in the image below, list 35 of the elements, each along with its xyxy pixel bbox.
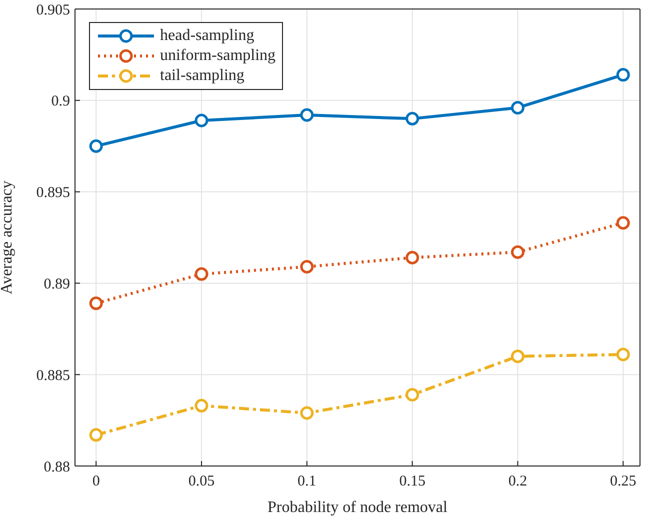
point	[616, 348, 630, 362]
point	[194, 398, 208, 412]
x-tick-label: 0.25	[610, 474, 636, 490]
legend-label: head-sampling	[160, 26, 254, 46]
point	[406, 250, 420, 264]
x-tick-label: 0.15	[399, 474, 426, 490]
point	[510, 100, 524, 114]
point	[300, 260, 314, 274]
point	[194, 267, 208, 281]
point	[89, 139, 103, 153]
point	[616, 216, 630, 230]
y-tick-label: 0.9	[51, 94, 70, 110]
point	[406, 112, 420, 126]
point	[616, 68, 630, 82]
point	[300, 108, 314, 122]
legend-label: uniform-sampling	[160, 46, 276, 66]
x-tick-label: 0.05	[188, 474, 215, 490]
y-tick-label: 0.88	[44, 459, 70, 476]
point	[406, 388, 420, 402]
point	[510, 350, 524, 364]
x-axis-title: Probability of node removal	[268, 499, 448, 516]
y-axis-title: Average accuracy	[0, 180, 16, 294]
y-tick-label: 0.89	[44, 276, 70, 293]
x-tick-label: 0.2	[508, 474, 528, 490]
point	[89, 428, 103, 442]
point	[89, 296, 103, 310]
point	[300, 406, 314, 420]
y-tick-label: 0.895	[36, 185, 70, 202]
x-tick-label: 0.1	[298, 474, 316, 490]
y-tick-label: 0.885	[36, 368, 70, 384]
point	[194, 114, 208, 128]
legend-label: tail-sampling	[160, 66, 244, 86]
x-tick-label: 0	[92, 474, 100, 490]
y-tick-label: 0.905	[36, 2, 70, 18]
point	[510, 245, 524, 259]
